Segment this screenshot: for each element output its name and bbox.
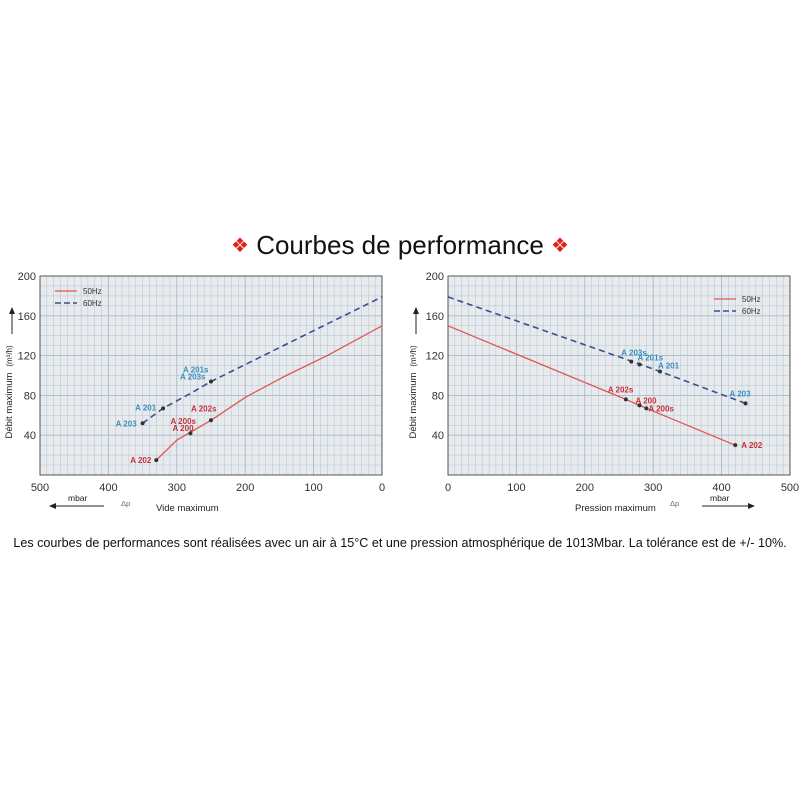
x-tick-label: 200 <box>236 482 254 494</box>
y-axis-arrow-icon <box>413 307 419 314</box>
series-line-50hz <box>155 325 383 461</box>
y-tick-label: 200 <box>18 271 36 283</box>
point-label: A 203s <box>180 372 206 381</box>
chart-vacuum: 500 400 300 200 100 0 40 80 120 160 200 Débit maxim… <box>4 271 385 514</box>
data-point <box>637 403 642 408</box>
plot-frame <box>447 275 791 476</box>
x-axis-unit: mbar <box>68 493 88 503</box>
data-point <box>188 431 193 436</box>
y-axis-title: Débit maximum <box>4 372 15 438</box>
x-tick-label: 100 <box>304 482 322 494</box>
x-tick-label: 500 <box>781 482 799 494</box>
data-point <box>658 369 663 374</box>
plot-frame <box>39 275 383 476</box>
y-tick-label: 40 <box>432 430 444 442</box>
point-label: A 201 <box>135 403 157 412</box>
data-point <box>637 362 642 367</box>
y-axis-unit: (m³/h) <box>409 345 418 367</box>
y-tick-label: 160 <box>18 311 36 323</box>
point-label: A 202 <box>130 456 152 465</box>
data-point <box>161 406 166 411</box>
x-tick-label: 200 <box>576 482 594 494</box>
data-point <box>629 359 634 364</box>
point-label: A 203 <box>116 419 138 428</box>
x-tick-label: 0 <box>379 482 385 494</box>
x-axis-title: Vide maximum <box>156 503 219 514</box>
point-label: A 202 <box>741 441 763 450</box>
caption-note: Les courbes de performances sont réalisé… <box>13 536 787 550</box>
y-tick-label: 120 <box>426 351 444 363</box>
y-axis-arrow-icon <box>9 307 15 314</box>
point-label: A 201 <box>658 362 680 371</box>
point-label: A 200s <box>170 417 196 426</box>
point-label: A 203 <box>730 389 752 398</box>
point-label: A 200 <box>172 424 194 433</box>
x-axis-unit: mbar <box>710 493 730 503</box>
data-point <box>209 379 213 384</box>
chart-pressure: 0 100 200 300 400 500 40 80 120 160 200 Débit maxim… <box>408 271 799 514</box>
y-tick-label: 200 <box>426 271 444 283</box>
point-label: A 203s <box>621 349 647 358</box>
legend-label-60hz: 60Hz <box>83 299 102 308</box>
legend-label-50hz: 50Hz <box>83 287 102 296</box>
y-tick-label: 120 <box>18 351 36 363</box>
page-title-text: Courbes de performance <box>256 230 544 260</box>
ornament-left-icon: ❖ <box>231 235 249 257</box>
x-tick-label: 400 <box>712 482 730 494</box>
point-label: A 201s <box>183 365 209 374</box>
y-axis-unit: (m³/h) <box>5 345 14 367</box>
x-tick-label: 400 <box>99 482 117 494</box>
x-axis-symbol: Δp <box>121 499 130 508</box>
x-axis-arrow-icon <box>49 503 56 509</box>
x-tick-label: 100 <box>507 482 525 494</box>
ornament-right-icon: ❖ <box>551 235 569 257</box>
legend-label-60hz: 60Hz <box>742 307 761 316</box>
x-axis-arrow-icon <box>748 503 755 509</box>
page-title: ❖ Courbes de performance ❖ <box>0 230 800 261</box>
data-point <box>623 397 628 402</box>
x-axis-symbol: Δp <box>670 499 679 508</box>
x-axis-title: Pression maximum <box>575 503 656 514</box>
series-line-50hz <box>447 325 736 446</box>
y-tick-label: 40 <box>24 430 36 442</box>
data-point <box>140 421 145 426</box>
data-point <box>154 458 159 463</box>
x-tick-label: 500 <box>31 482 49 494</box>
point-label: A 201s <box>638 354 664 363</box>
point-label: A 200 <box>636 396 658 405</box>
series-line-60hz <box>447 296 746 405</box>
y-tick-label: 160 <box>426 311 444 323</box>
data-point <box>644 406 649 411</box>
y-tick-label: 80 <box>432 390 444 402</box>
x-tick-label: 300 <box>644 482 662 494</box>
point-label: A 200s <box>648 404 674 413</box>
x-tick-label: 300 <box>168 482 186 494</box>
y-tick-label: 80 <box>24 390 36 402</box>
data-point <box>743 401 748 406</box>
data-point <box>733 443 738 448</box>
point-label: A 202s <box>608 385 634 394</box>
point-label: A 202s <box>191 404 217 413</box>
data-point <box>209 418 213 423</box>
y-axis-title: Débit maximum <box>408 372 419 438</box>
x-tick-label: 0 <box>445 482 451 494</box>
legend-label-50hz: 50Hz <box>742 295 761 304</box>
